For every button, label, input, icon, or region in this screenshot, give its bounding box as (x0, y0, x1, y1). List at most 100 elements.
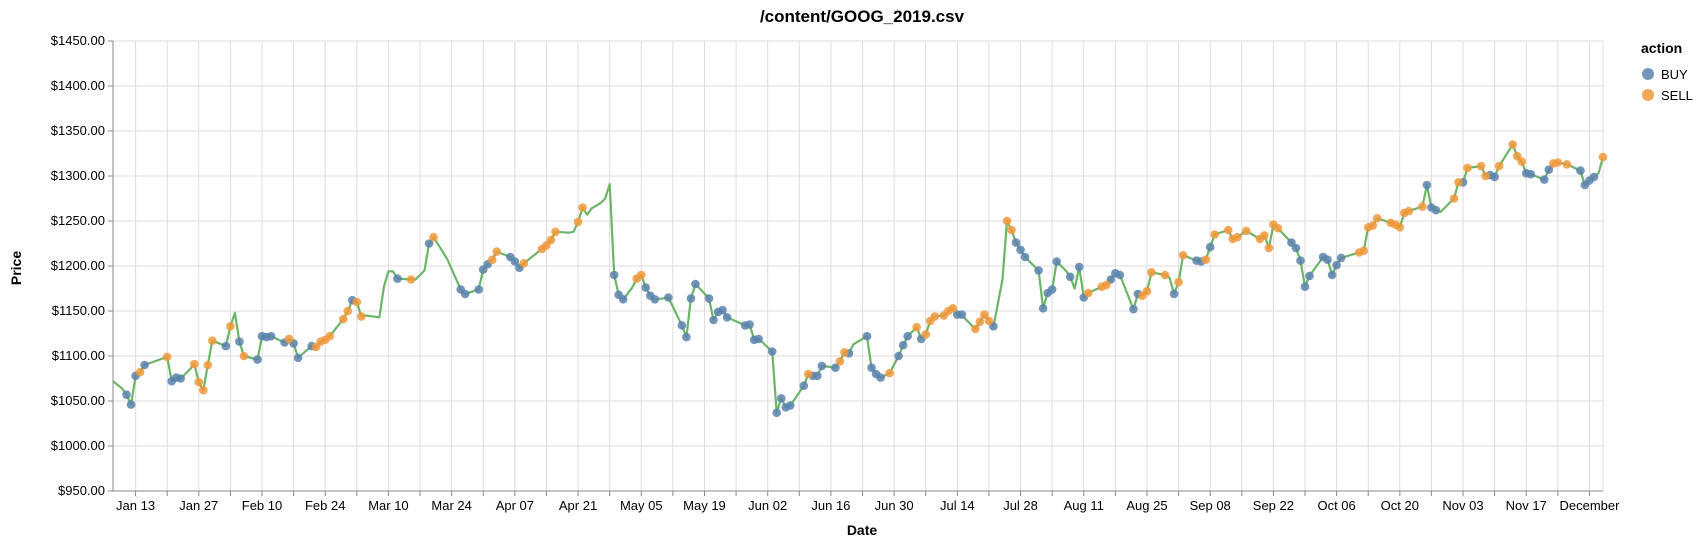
buy-point (894, 351, 903, 361)
buy-point (722, 313, 732, 322)
buy-point (876, 373, 885, 382)
buy-point (650, 295, 660, 304)
sell-point (1449, 194, 1459, 203)
sell-point (573, 217, 583, 227)
y-tick-label: $1400.00 (51, 78, 105, 93)
x-tick-label: Nov 03 (1442, 498, 1483, 513)
x-tick-label: Apr 21 (559, 498, 597, 513)
y-tick-label: $950.00 (58, 483, 105, 498)
sell-point (578, 203, 587, 212)
sell-point (226, 322, 235, 331)
sell-point (551, 227, 560, 237)
sell-point (199, 385, 208, 395)
buy-point (140, 360, 149, 370)
y-tick-label: $1100.00 (52, 348, 105, 363)
x-tick-label: Jul 28 (1003, 498, 1038, 513)
buy-point (1129, 304, 1138, 314)
sell-point (519, 259, 529, 268)
sell-point (1372, 214, 1382, 223)
y-tick-label: $1150.00 (52, 303, 105, 318)
buy-point (1327, 270, 1337, 280)
y-tick-label: $1200.00 (51, 258, 105, 273)
grid (112, 40, 1604, 492)
buy-point (1034, 266, 1043, 275)
sell-point (1242, 226, 1251, 236)
buy-point (474, 285, 484, 294)
y-tick-label: $1450.00 (51, 33, 105, 48)
y-tick-label: $1000.00 (51, 438, 105, 453)
x-tick-label: Sep 08 (1190, 498, 1231, 513)
sell-point (1494, 161, 1504, 171)
buy-point (691, 279, 700, 289)
x-tick-label: Mar 24 (431, 498, 471, 513)
sell-point (1083, 288, 1093, 298)
sell-point (1260, 231, 1269, 240)
buy-point (1490, 172, 1499, 182)
sell-point (921, 330, 931, 339)
legend-label-buy: BUY (1661, 67, 1688, 82)
sell-point (971, 324, 980, 334)
legend-swatch-buy (1642, 68, 1654, 80)
legend-label-sell: SELL (1661, 88, 1693, 103)
x-tick-label: Jan 13 (116, 498, 155, 513)
x-tick-label: Apr 07 (496, 498, 534, 513)
buy-point (767, 347, 777, 356)
buy-point (1300, 282, 1310, 292)
sell-point (885, 368, 894, 378)
sell-point (1160, 270, 1170, 280)
sell-point (1273, 223, 1283, 233)
buy-point (618, 295, 628, 304)
sell-point (1598, 152, 1608, 162)
x-tick-label: Feb 24 (305, 498, 345, 513)
x-tick-label: December (1559, 498, 1620, 513)
buy-point (1526, 169, 1536, 179)
buy-point (1047, 285, 1057, 294)
sell-point (1395, 223, 1405, 232)
sell-point (135, 367, 145, 377)
buy-point (799, 381, 809, 391)
buy-point (754, 334, 763, 344)
buy-point (1332, 260, 1341, 270)
x-tick-label: Mar 10 (368, 498, 408, 513)
buy-point (510, 257, 520, 266)
buy-point (1589, 172, 1599, 182)
buy-point (1323, 255, 1332, 264)
buy-point (903, 331, 912, 341)
price-line (112, 143, 1605, 414)
sell-point (546, 235, 556, 245)
sell-point (1481, 171, 1490, 181)
sell-point (338, 314, 348, 324)
x-tick-label: Feb 10 (242, 498, 282, 513)
sell-point (406, 275, 416, 284)
buy-point (641, 283, 651, 292)
buy-point (1020, 252, 1030, 262)
sell-point (194, 377, 204, 387)
x-tick-label: Nov 17 (1506, 498, 1547, 513)
x-tick-label: Jun 16 (811, 498, 850, 513)
sell-point (1210, 230, 1219, 239)
sell-point (284, 334, 294, 344)
buy-point (293, 353, 303, 363)
buy-point (122, 390, 131, 400)
buy-point (1169, 289, 1179, 299)
buy-point (1291, 243, 1301, 253)
sell-point (1007, 225, 1016, 235)
buy-point (1576, 166, 1585, 175)
sell-point (492, 247, 502, 256)
sell-point (804, 369, 813, 379)
x-tick-label: Sep 22 (1253, 498, 1294, 513)
buy-point (776, 394, 786, 403)
buy-point (862, 331, 872, 341)
buy-point (867, 363, 876, 373)
action-points (122, 140, 1608, 418)
sell-point (930, 312, 940, 321)
sell-point (980, 310, 989, 319)
y-axis-title: Price (8, 251, 24, 285)
buy-point (393, 274, 402, 283)
sell-point (1476, 161, 1486, 171)
sell-point (975, 317, 985, 327)
buy-point (1074, 262, 1084, 272)
sell-point (352, 297, 362, 307)
y-tick-label: $1350.00 (51, 123, 105, 138)
